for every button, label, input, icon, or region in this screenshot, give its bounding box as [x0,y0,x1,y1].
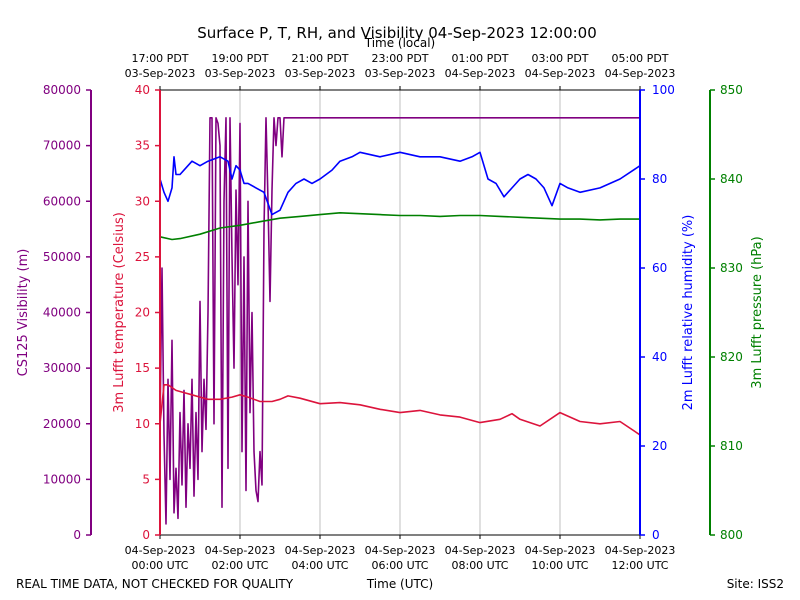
x-bottom-tick-label-date: 04-Sep-2023 [445,544,516,557]
temperature-axis-tick-label: 30 [135,194,150,208]
visibility-axis-tick-label: 20000 [43,417,81,431]
humidity-axis-tick-label: 100 [652,83,675,97]
x-bottom-tick-label-time: 10:00 UTC [531,559,588,572]
x-axis-label-top: Time (local) [364,36,436,50]
pressure-axis-tick-label: 800 [720,528,743,542]
site-label: Site: ISS2 [727,577,784,591]
x-top-tick-label-date: 03-Sep-2023 [125,67,196,80]
x-top-tick-label-date: 04-Sep-2023 [445,67,516,80]
x-bottom-tick-label-time: 00:00 UTC [131,559,188,572]
temperature-axis-tick-label: 25 [135,250,150,264]
visibility-axis-tick-label: 60000 [43,194,81,208]
quality-notice: REAL TIME DATA, NOT CHECKED FOR QUALITY [16,577,294,591]
x-bottom-tick-label-date: 04-Sep-2023 [525,544,596,557]
visibility-axis-title: CS125 Visibility (m) [16,249,31,377]
pressure-axis-tick-label: 810 [720,439,743,453]
x-bottom-tick-label-time: 08:00 UTC [451,559,508,572]
pressure-series-line [159,212,640,241]
axes-group: 04-Sep-2023 00:00 UTC 04-Sep-2023 02:00 UTC… [16,52,765,572]
x-top-tick-label-date: 04-Sep-2023 [605,67,676,80]
visibility-axis-tick-label: 70000 [43,139,81,153]
x-bottom-tick-label-time: 12:00 UTC [611,559,668,572]
pressure-axis-tick-label: 820 [720,350,743,364]
series-group [159,117,641,525]
x-top-tick-label-time: 03:00 PDT [531,52,588,65]
visibility-axis-tick-label: 50000 [43,250,81,264]
pressure-axis-title: 3m Lufft pressure (hPa) [750,236,765,388]
x-top-tick-label-time: 17:00 PDT [131,52,188,65]
pressure-axis-tick-label: 850 [720,83,743,97]
humidity-axis-tick-label: 80 [652,172,667,186]
pressure-axis-tick-label: 840 [720,172,743,186]
x-bottom-tick-label-date: 04-Sep-2023 [125,544,196,557]
humidity-axis-tick-label: 60 [652,261,667,275]
temperature-axis-tick-label: 15 [135,361,150,375]
temperature-axis-tick-label: 35 [135,139,150,153]
chart-title: Surface P, T, RH, and Visibility 04-Sep-… [197,24,597,42]
humidity-axis-title: 2m Lufft relative humidity (%) [681,215,696,411]
humidity-axis-tick-label: 20 [652,439,667,453]
visibility-axis-tick-label: 10000 [43,472,81,486]
temperature-axis-tick-label: 0 [142,528,150,542]
visibility-axis-tick-label: 80000 [43,83,81,97]
x-bottom-tick-label-time: 06:00 UTC [371,559,428,572]
temperature-series-line [159,383,641,436]
grid-lines [239,90,561,535]
temperature-axis-tick-label: 5 [142,472,150,486]
pressure-axis-tick-label: 830 [720,261,743,275]
x-bottom-tick-label-time: 04:00 UTC [291,559,348,572]
temperature-axis-tick-label: 10 [135,417,150,431]
visibility-axis-tick-label: 30000 [43,361,81,375]
x-bottom-tick-label-date: 04-Sep-2023 [285,544,356,557]
x-top-tick-label-time: 01:00 PDT [451,52,508,65]
x-top-tick-label-time: 23:00 PDT [371,52,428,65]
x-top-tick-label-time: 21:00 PDT [291,52,348,65]
visibility-axis-tick-label: 40000 [43,306,81,320]
x-top-tick-label-date: 03-Sep-2023 [365,67,436,80]
humidity-axis-tick-label: 40 [652,350,667,364]
humidity-axis-tick-label: 0 [652,528,660,542]
x-top-tick-label-time: 19:00 PDT [211,52,268,65]
humidity-series-line [159,151,641,216]
x-bottom-tick-label-date: 04-Sep-2023 [605,544,676,557]
visibility-series-line [159,117,640,525]
x-axis-label-bottom: Time (UTC) [366,577,433,591]
temperature-axis-tick-label: 20 [135,306,150,320]
x-top-tick-label-date: 04-Sep-2023 [525,67,596,80]
x-bottom-tick-label-time: 02:00 UTC [211,559,268,572]
x-bottom-tick-label-date: 04-Sep-2023 [365,544,436,557]
visibility-axis-tick-label: 0 [73,528,81,542]
x-top-tick-label-time: 05:00 PDT [611,52,668,65]
temperature-axis-tick-label: 40 [135,83,150,97]
x-top-tick-label-date: 03-Sep-2023 [205,67,276,80]
x-top-tick-label-date: 03-Sep-2023 [285,67,356,80]
temperature-axis-title: 3m Lufft temperature (Celsius) [112,212,127,413]
x-bottom-tick-label-date: 04-Sep-2023 [205,544,276,557]
